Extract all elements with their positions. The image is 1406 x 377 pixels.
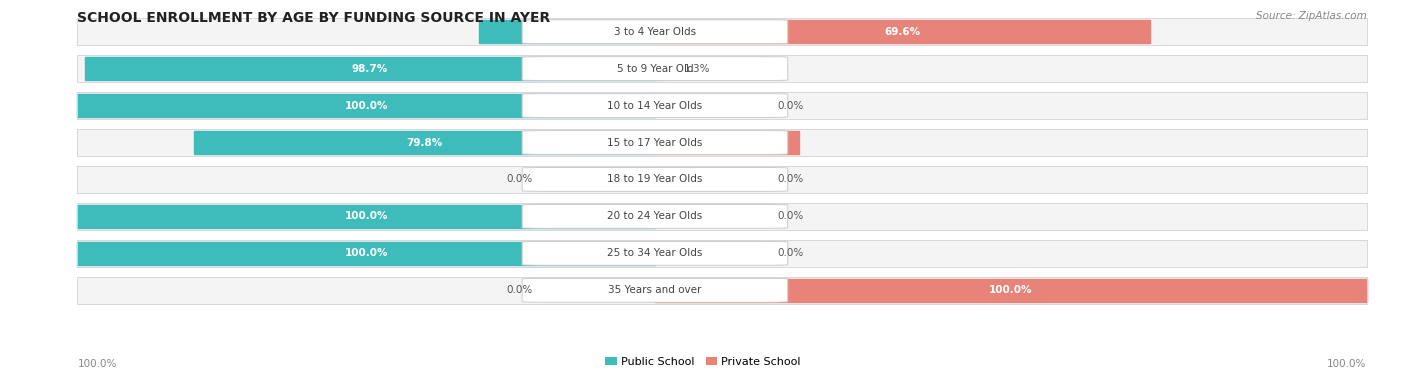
Bar: [77, 205, 655, 228]
Text: 35 Years and over: 35 Years and over: [609, 285, 702, 295]
Bar: [194, 131, 655, 154]
FancyBboxPatch shape: [522, 278, 787, 302]
Text: 20.3%: 20.3%: [709, 138, 745, 147]
Text: 10 to 14 Year Olds: 10 to 14 Year Olds: [607, 101, 703, 110]
Bar: [655, 131, 800, 154]
Text: 69.6%: 69.6%: [884, 27, 921, 37]
Text: 0.0%: 0.0%: [778, 175, 804, 184]
Text: 25 to 34 Year Olds: 25 to 34 Year Olds: [607, 248, 703, 258]
FancyBboxPatch shape: [522, 167, 787, 192]
Text: 5 to 9 Year Old: 5 to 9 Year Old: [617, 64, 693, 74]
Text: 100.0%: 100.0%: [344, 101, 388, 110]
Text: 3 to 4 Year Olds: 3 to 4 Year Olds: [614, 27, 696, 37]
Bar: [655, 57, 664, 80]
Text: 30.4%: 30.4%: [548, 27, 585, 37]
Text: 100.0%: 100.0%: [344, 248, 388, 258]
Text: 0.0%: 0.0%: [778, 248, 804, 258]
Text: Source: ZipAtlas.com: Source: ZipAtlas.com: [1256, 11, 1367, 21]
FancyBboxPatch shape: [522, 57, 787, 81]
Bar: [655, 20, 1150, 43]
Text: 15 to 17 Year Olds: 15 to 17 Year Olds: [607, 138, 703, 147]
Text: 0.0%: 0.0%: [506, 175, 533, 184]
Bar: [84, 57, 655, 80]
FancyBboxPatch shape: [522, 204, 787, 228]
Text: SCHOOL ENROLLMENT BY AGE BY FUNDING SOURCE IN AYER: SCHOOL ENROLLMENT BY AGE BY FUNDING SOUR…: [77, 11, 551, 25]
Text: 0.0%: 0.0%: [778, 211, 804, 221]
FancyBboxPatch shape: [522, 241, 787, 265]
Text: 98.7%: 98.7%: [352, 64, 388, 74]
Bar: [655, 279, 1367, 302]
Bar: [77, 94, 655, 117]
Text: 79.8%: 79.8%: [406, 138, 443, 147]
Text: 100.0%: 100.0%: [77, 359, 117, 369]
FancyBboxPatch shape: [522, 20, 787, 44]
Bar: [479, 20, 655, 43]
Text: 100.0%: 100.0%: [988, 285, 1032, 295]
Text: 20 to 24 Year Olds: 20 to 24 Year Olds: [607, 211, 703, 221]
Text: 0.0%: 0.0%: [778, 101, 804, 110]
Text: 100.0%: 100.0%: [1327, 359, 1367, 369]
FancyBboxPatch shape: [522, 93, 787, 118]
Legend: Public School, Private School: Public School, Private School: [600, 352, 806, 371]
Bar: [77, 242, 655, 265]
Text: 0.0%: 0.0%: [506, 285, 533, 295]
FancyBboxPatch shape: [522, 130, 787, 155]
Text: 18 to 19 Year Olds: 18 to 19 Year Olds: [607, 175, 703, 184]
Text: 100.0%: 100.0%: [344, 211, 388, 221]
Text: 1.3%: 1.3%: [683, 64, 710, 74]
